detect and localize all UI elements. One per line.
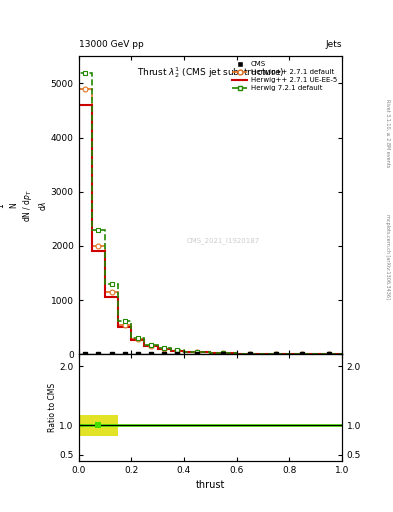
Text: Rivet 3.1.10, ≥ 2.8M events: Rivet 3.1.10, ≥ 2.8M events (385, 99, 390, 167)
Bar (79, 415, 118, 436)
Bar (79, 423, 342, 427)
Legend: CMS, Herwig++ 2.7.1 default, Herwig++ 2.7.1 UE-EE-5, Herwig 7.2.1 default: CMS, Herwig++ 2.7.1 default, Herwig++ 2.… (231, 60, 338, 93)
Text: Jets: Jets (325, 39, 342, 49)
Y-axis label: 1
$\mathrm{N}$
d$\mathrm{N}$ / d$p_T$
d$\lambda$: 1 $\mathrm{N}$ d$\mathrm{N}$ / d$p_T$ d$… (0, 189, 48, 222)
X-axis label: thrust: thrust (196, 480, 225, 490)
Text: Thrust $\lambda_{2}^{1}$ (CMS jet substructure): Thrust $\lambda_{2}^{1}$ (CMS jet substr… (137, 65, 284, 80)
Text: mcplots.cern.ch [arXiv:1306.3436]: mcplots.cern.ch [arXiv:1306.3436] (385, 214, 390, 298)
Text: CMS_2021_I1920187: CMS_2021_I1920187 (187, 238, 260, 244)
Y-axis label: Ratio to CMS: Ratio to CMS (48, 383, 57, 432)
Text: 13000 GeV pp: 13000 GeV pp (79, 39, 143, 49)
Point (95, 421, 101, 430)
